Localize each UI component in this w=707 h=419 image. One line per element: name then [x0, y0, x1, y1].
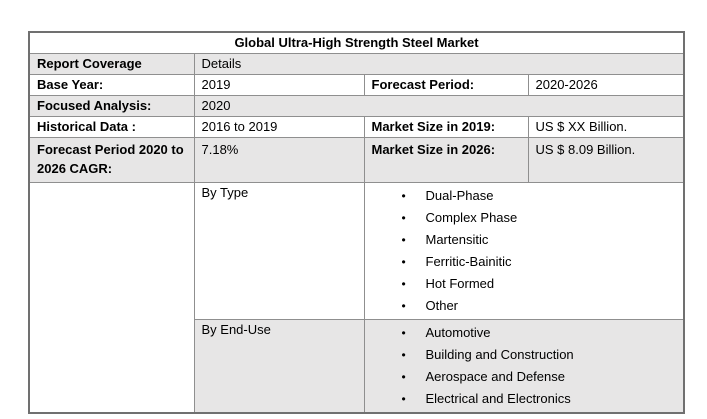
bullet-item: • Ferritic-Bainitic [372, 251, 677, 273]
table-title: Global Ultra-High Strength Steel Market [28, 31, 685, 54]
by-end-use-label: By End-Use [193, 319, 365, 414]
historical-data-value: 2016 to 2019 [193, 116, 365, 138]
market-size-2019-value: US $ XX Billion. [527, 116, 685, 138]
bullet-item-label: Ferritic-Bainitic [425, 254, 512, 269]
market-size-2026-value: US $ 8.09 Billion. [527, 137, 685, 183]
bullet-item-label: Aerospace and Defense [425, 369, 565, 384]
bullet-item: • Hot Formed [372, 273, 677, 295]
by-type-row: By Type • Dual-Phase • Complex Phase • Marten… [28, 182, 685, 414]
bullet-icon: • [401, 233, 406, 247]
bullet-item: • Dual-Phase [372, 185, 677, 207]
bullet-icon: • [401, 255, 406, 269]
focused-analysis-value: 2020 [193, 95, 685, 117]
bullet-item-label: Dual-Phase [425, 188, 494, 203]
bullet-icon: • [401, 277, 406, 291]
base-year-row: Base Year: 2019 Forecast Period: 2020-20… [28, 74, 685, 96]
bullet-icon: • [401, 392, 406, 406]
bullet-item-label: Hot Formed [425, 276, 495, 291]
bullet-item: • Building and Construction [372, 344, 677, 366]
by-type-items: • Dual-Phase • Complex Phase • Martensitic • Fe… [363, 182, 685, 320]
historical-data-label: Historical Data : [28, 116, 195, 138]
forecast-period-value: 2020-2026 [527, 74, 685, 96]
bullet-icon: • [401, 326, 406, 340]
bullet-item: • Automotive [372, 322, 677, 344]
bullet-icon: • [401, 370, 406, 384]
bullet-icon: • [401, 189, 406, 203]
segments-spacer-cell [28, 182, 195, 414]
by-end-use-items: • Automotive • Building and Construction • Ae… [363, 319, 685, 414]
cagr-value: 7.18% [193, 137, 365, 183]
bullet-item-label: Automotive [425, 325, 491, 340]
bullet-icon: • [401, 211, 406, 225]
bullet-item: • Other [372, 295, 677, 317]
market-report-table: Global Ultra-High Strength Steel Market … [28, 31, 686, 414]
market-size-2026-label: Market Size in 2026: [363, 137, 529, 183]
bullet-icon: • [401, 348, 406, 362]
focused-analysis-label: Focused Analysis: [28, 95, 195, 117]
report-coverage-value: Details [193, 53, 685, 75]
bullet-item-label: Building and Construction [425, 347, 574, 362]
cagr-row: Forecast Period 2020 to 2026 CAGR: 7.18%… [28, 137, 685, 183]
base-year-label: Base Year: [28, 74, 195, 96]
historical-data-row: Historical Data : 2016 to 2019 Market Si… [28, 116, 685, 138]
bullet-item-label: Other [425, 298, 459, 313]
report-coverage-label: Report Coverage [28, 53, 195, 75]
title-row: Global Ultra-High Strength Steel Market [28, 31, 685, 54]
bullet-item-label: Complex Phase [425, 210, 518, 225]
by-type-label: By Type [193, 182, 365, 320]
bullet-item: • Electrical and Electronics [372, 388, 677, 410]
report-coverage-row: Report Coverage Details [28, 53, 685, 75]
cagr-label: Forecast Period 2020 to 2026 CAGR: [28, 137, 195, 183]
focused-analysis-row: Focused Analysis: 2020 [28, 95, 685, 117]
bullet-item-label: Electrical and Electronics [425, 391, 571, 406]
bullet-icon: • [401, 299, 406, 313]
market-size-2019-label: Market Size in 2019: [363, 116, 529, 138]
forecast-period-label: Forecast Period: [363, 74, 529, 96]
by-end-use-row: By End-Use • Automotive • Building and Cons… [29, 319, 685, 414]
bullet-item-label: Martensitic [425, 232, 489, 247]
bullet-item: • Complex Phase [372, 207, 677, 229]
bullet-item: • Aerospace and Defense [372, 366, 677, 388]
bullet-item: • Martensitic [372, 229, 677, 251]
base-year-value: 2019 [193, 74, 365, 96]
